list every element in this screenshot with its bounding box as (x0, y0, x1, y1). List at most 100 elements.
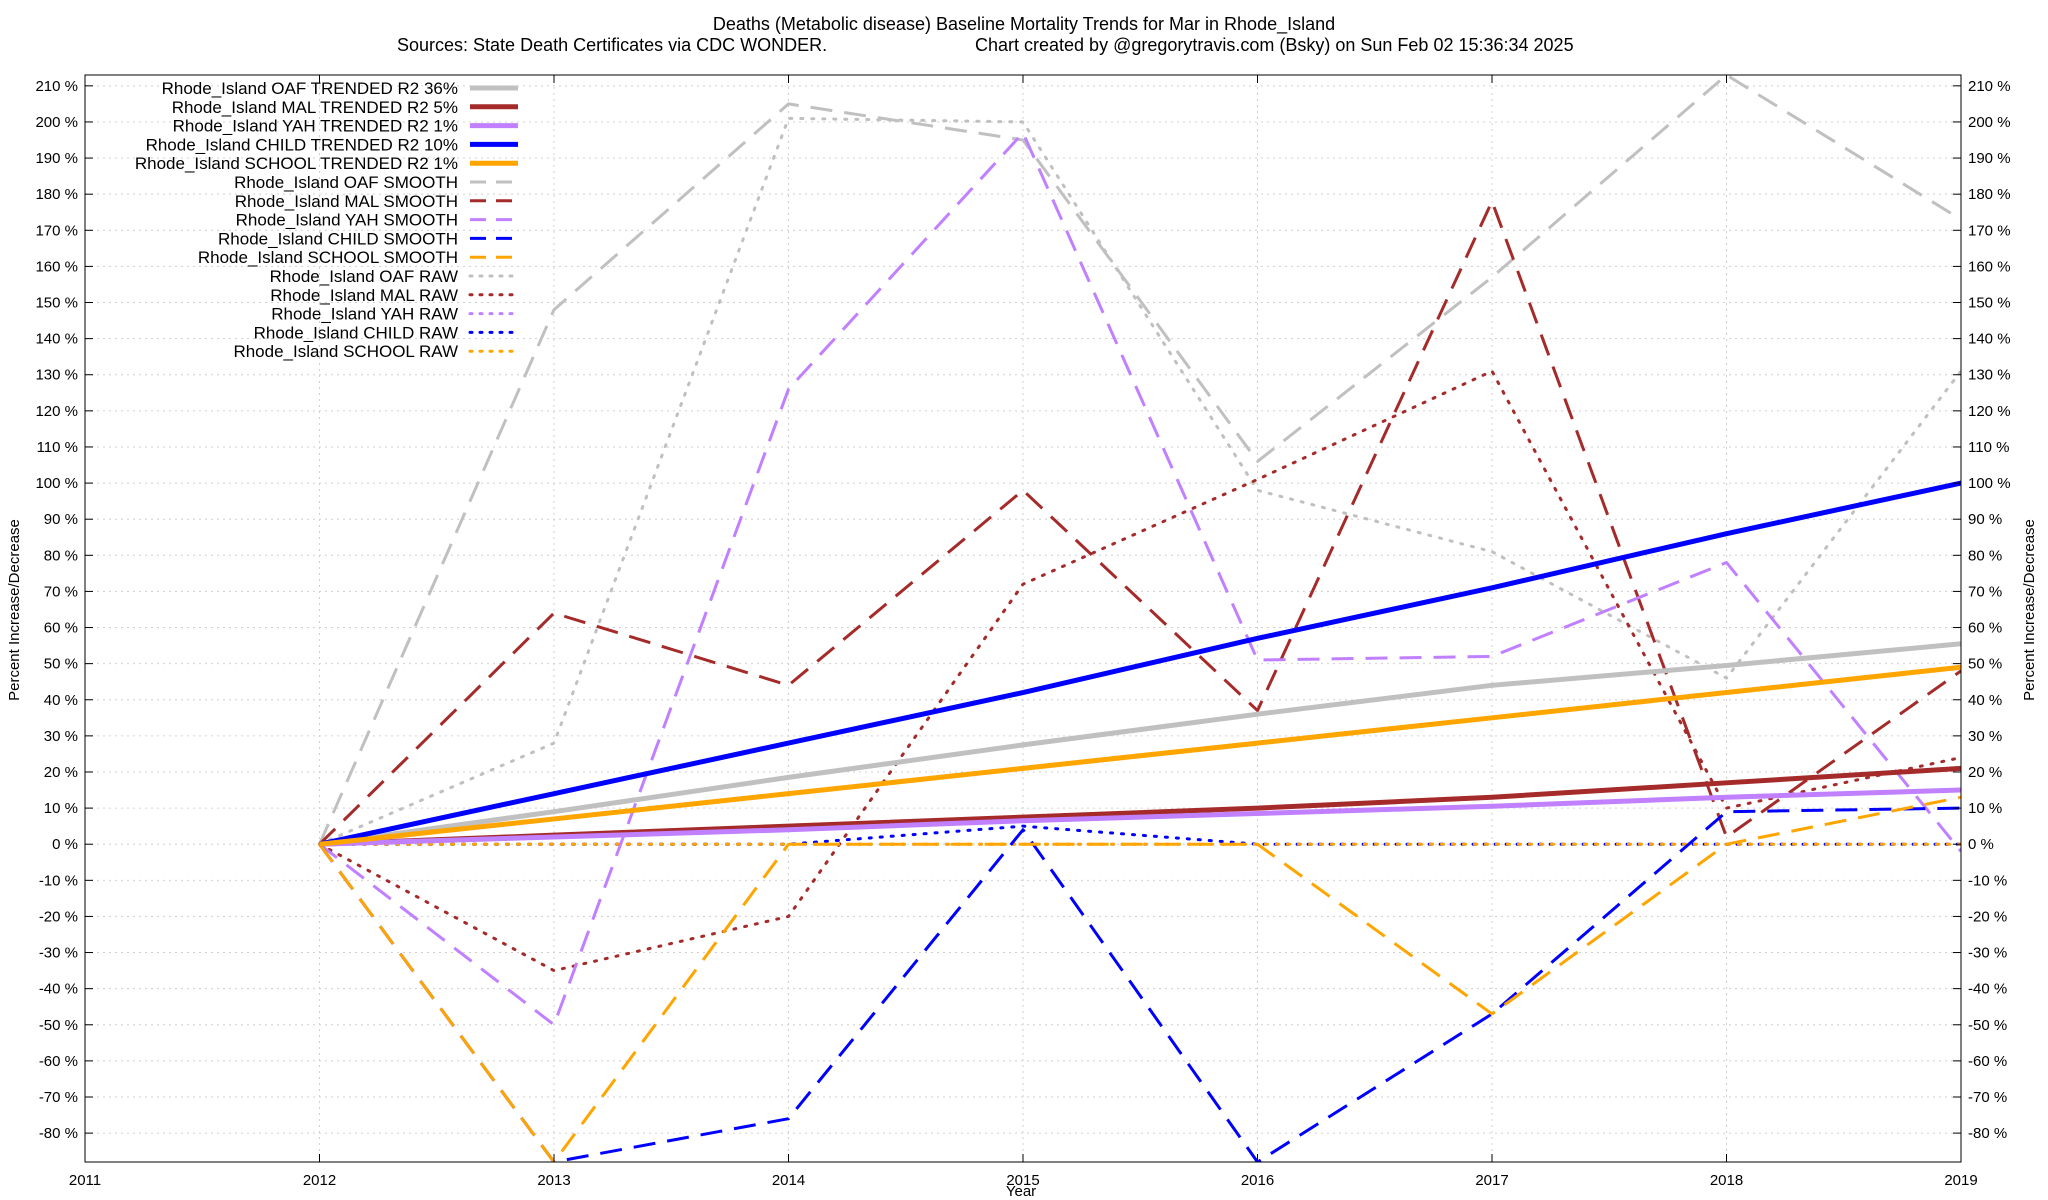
y-tick-label-left: 100 % (35, 475, 78, 492)
series-line-11 (318, 369, 1961, 973)
series-line-2 (319, 787, 1961, 847)
y-tick-label-left: 120 % (35, 403, 78, 420)
y-tick-label-left: 170 % (35, 222, 78, 239)
series-line-7 (318, 131, 1961, 1027)
y-tick-label-left: 50 % (44, 656, 78, 673)
series-line-5 (318, 75, 1961, 845)
legend-label: Rhode_Island OAF TRENDED R2 36% (162, 79, 458, 98)
y-tick-label-left: 210 % (35, 78, 78, 95)
y-tick-label-left: -70 % (39, 1089, 78, 1106)
y-tick-label-left: 180 % (35, 186, 78, 203)
y-tick-label-left: 150 % (35, 295, 78, 312)
y-tick-label-right: 160 % (1968, 258, 2011, 275)
y-tick-label-right: 110 % (1968, 439, 2009, 456)
y-tick-label-right: -80 % (1968, 1125, 2007, 1142)
y-tick-label-right: 40 % (1968, 692, 2002, 709)
y-tick-label-left: 0 % (52, 836, 78, 853)
series-layer (318, 75, 1961, 1162)
legend-label: Rhode_Island YAH RAW (271, 305, 458, 324)
series-line-10 (318, 116, 1961, 846)
y-tick-label-left: 20 % (44, 764, 78, 781)
legend-label: Rhode_Island OAF RAW (270, 267, 458, 286)
legend-label: Rhode_Island YAH TRENDED R2 1% (173, 117, 458, 136)
y-tick-label-right: 20 % (1968, 764, 2002, 781)
y-tick-label-right: 50 % (1968, 656, 2002, 673)
legend-label: Rhode_Island MAL TRENDED R2 5% (172, 98, 458, 117)
y-tick-label-left: 160 % (35, 258, 78, 275)
x-tick-label: 2016 (1241, 1172, 1274, 1189)
chart-subtitle-sources: Sources: State Death Certificates via CD… (397, 35, 827, 55)
y-tick-label-left: -40 % (39, 981, 78, 998)
y-tick-label-left: 90 % (44, 511, 78, 528)
y-tick-label-right: -50 % (1968, 1017, 2007, 1034)
series-line-9 (318, 795, 1961, 1162)
y-tick-label-right: 70 % (1968, 583, 2002, 600)
series-line-3 (318, 480, 1961, 847)
series-line-6 (318, 199, 1961, 846)
y-tick-label-left: -20 % (39, 908, 78, 925)
y-tick-label-right: 210 % (1968, 78, 2011, 95)
y-tick-label-left: -30 % (39, 945, 78, 962)
y-tick-label-right: -30 % (1968, 945, 2007, 962)
y-tick-label-right: -10 % (1968, 872, 2007, 889)
y-tick-label-right: -60 % (1968, 1053, 2007, 1070)
x-tick-label: 2015 (1006, 1172, 1039, 1189)
x-tick-label: 2019 (1944, 1172, 1977, 1189)
y-tick-label-left: 140 % (35, 331, 78, 348)
series-line-1 (319, 765, 1961, 847)
y-tick-label-left: 70 % (44, 583, 78, 600)
y-tick-label-right: 120 % (1968, 403, 2011, 420)
x-tick-label: 2011 (69, 1172, 101, 1189)
y-tick-label-right: 130 % (1968, 367, 2011, 384)
x-axis-title: Year (1006, 1183, 1036, 1200)
y-tick-label-left: 110 % (37, 439, 78, 456)
y-tick-label-right: 90 % (1968, 511, 2002, 528)
axes-layer: -80 % -80 % -70 % -70 % -60 % -60 % -50 % -50 %… (35, 74, 2011, 1189)
y-tick-label-right: 190 % (1968, 150, 2011, 167)
y-axis-title-right: Percent Increase/Decrease (2021, 519, 2038, 701)
y-tick-label-right: 180 % (1968, 186, 2011, 203)
series-line-8 (318, 806, 1961, 1162)
series-line-0 (319, 641, 1961, 847)
x-tick-label: 2017 (1475, 1172, 1508, 1189)
y-tick-label-left: 80 % (44, 547, 78, 564)
y-tick-label-left: -60 % (39, 1053, 78, 1070)
y-tick-label-right: 0 % (1968, 836, 1994, 853)
plot-frame (84, 74, 1962, 1163)
y-tick-label-left: 200 % (35, 114, 78, 131)
y-axis-title-left: Percent Increase/Decrease (6, 519, 23, 701)
legend-label: Rhode_Island SCHOOL SMOOTH (198, 248, 458, 267)
x-tick-label: 2018 (1710, 1172, 1743, 1189)
y-tick-label-right: 200 % (1968, 114, 2011, 131)
y-tick-label-right: 60 % (1968, 620, 2002, 637)
y-tick-label-left: 190 % (35, 150, 78, 167)
y-tick-label-right: -20 % (1968, 908, 2007, 925)
legend-label: Rhode_Island SCHOOL TRENDED R2 1% (135, 154, 458, 173)
y-tick-label-left: 130 % (35, 367, 78, 384)
y-tick-label-left: 40 % (44, 692, 78, 709)
y-tick-label-right: 30 % (1968, 728, 2002, 745)
series-line-4 (319, 664, 1961, 847)
legend-label: Rhode_Island OAF SMOOTH (234, 173, 458, 192)
y-tick-label-right: 140 % (1968, 331, 2011, 348)
chart-subtitle-credit: Chart created by @gregorytravis.com (Bsk… (975, 35, 1574, 55)
y-tick-label-right: 170 % (1968, 222, 2011, 239)
y-tick-label-right: -70 % (1968, 1089, 2007, 1106)
y-tick-label-left: -10 % (39, 872, 78, 889)
x-tick-label: 2014 (772, 1172, 805, 1189)
y-tick-label-left: -50 % (39, 1017, 78, 1034)
y-tick-label-right: 80 % (1968, 547, 2002, 564)
legend-label: Rhode_Island MAL SMOOTH (235, 192, 458, 211)
y-tick-label-left: -80 % (39, 1125, 78, 1142)
x-tick-label: 2013 (537, 1172, 570, 1189)
legend-label: Rhode_Island SCHOOL RAW (233, 342, 458, 361)
y-tick-label-left: 60 % (44, 620, 78, 637)
legend-label: Rhode_Island CHILD TRENDED R2 10% (146, 135, 458, 154)
y-tick-label-right: -40 % (1968, 981, 2007, 998)
y-tick-label-right: 100 % (1968, 475, 2011, 492)
x-tick-label: 2012 (303, 1172, 336, 1189)
y-tick-label-left: 10 % (44, 800, 78, 817)
legend: Rhode_Island OAF TRENDED R2 36%Rhode_Isl… (135, 79, 520, 361)
